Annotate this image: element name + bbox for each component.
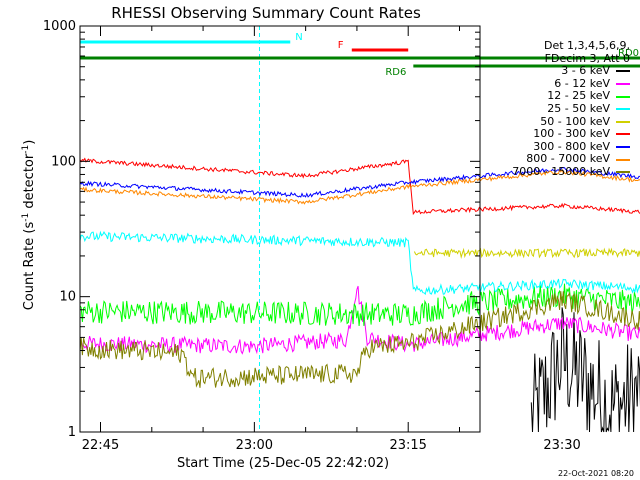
y-tick-label: 10 (59, 290, 76, 305)
x-axis-label: Start Time (25-Dec-05 22:42:02) (177, 456, 389, 471)
legend-swatch (616, 146, 630, 149)
y-axis-label-sup1: -1 (21, 213, 31, 222)
y-axis-label-sup2: -1 (21, 145, 31, 154)
y-axis-label-end: ) (22, 140, 37, 145)
legend-item-label: 300 - 800 keV (533, 139, 610, 153)
legend-swatch (616, 133, 630, 136)
legend-item-label: 100 - 300 keV (533, 127, 610, 141)
status-bar-label: RD6 (385, 67, 406, 78)
x-tick-label: 23:00 (236, 438, 273, 453)
legend-swatch (616, 158, 630, 161)
legend-item-label: 25 - 50 keV (547, 101, 610, 115)
legend: Det 1,3,4,5,6,9, FDecim 3, Att 0 3 - 6 k… (484, 39, 630, 179)
series-line (79, 285, 640, 355)
x-tick-label: 22:45 (82, 438, 119, 453)
status-bar-label: RD0 (618, 48, 639, 59)
x-tick-label: 23:15 (389, 438, 426, 453)
legend-item: 7000 - 15000 keV (484, 164, 630, 179)
plot-area: NFRD0RD6110100100022:4523:0023:1523:3023… (43, 19, 640, 453)
series-line (79, 230, 640, 296)
y-axis-label-main: Count Rate (s (22, 222, 37, 311)
legend-swatch (616, 171, 630, 174)
legend-swatch (616, 108, 630, 111)
y-tick-label: 1000 (43, 19, 76, 34)
series-line (79, 168, 640, 205)
legend-swatch (616, 70, 630, 73)
legend-item: 300 - 800 keV (484, 139, 630, 154)
legend-item: 12 - 25 keV (484, 90, 630, 103)
legend-item-label: 12 - 25 keV (547, 89, 610, 103)
timestamp-footer: 22-Oct-2021 08:20 (558, 469, 634, 478)
legend-item: 25 - 50 keV (484, 101, 630, 116)
x-tick-label: 23:30 (543, 438, 580, 453)
legend-swatch (616, 95, 630, 98)
series-line (79, 166, 640, 198)
legend-item: 50 - 100 keV (484, 114, 630, 129)
legend-item-label: 800 - 7000 keV (526, 152, 610, 166)
legend-item: 3 - 6 keV (484, 65, 630, 78)
legend-header-1: Det 1,3,4,5,6,9, (543, 39, 630, 52)
legend-header-2: FDecim 3, Att 0 (544, 51, 630, 65)
chart-title: RHESSI Observing Summary Count Rates (111, 4, 421, 22)
legend-item-label: 7000 - 15000 keV (512, 164, 610, 178)
legend-swatch (616, 120, 630, 123)
y-axis-label: Count Rate (s-1 detector-1) (21, 140, 37, 311)
plot-frame (79, 25, 481, 433)
legend-item-label: 50 - 100 keV (540, 114, 610, 128)
series-line (79, 291, 640, 388)
y-tick-label: 1 (68, 425, 76, 440)
legend-item-label: 6 - 12 keV (554, 76, 610, 90)
legend-item: 6 - 12 keV (484, 76, 630, 91)
legend-item: 800 - 7000 keV (484, 153, 630, 166)
y-axis-label-mid: detector (22, 153, 37, 213)
series-line (413, 247, 640, 259)
series-line (79, 157, 640, 216)
status-bar-label: F (338, 40, 344, 51)
series-line (79, 283, 640, 327)
series-line (530, 307, 640, 433)
y-tick-label: 100 (51, 154, 76, 169)
legend-item-label: 3 - 6 keV (561, 64, 610, 78)
legend-swatch (616, 83, 630, 86)
status-bar-label: N (295, 32, 302, 43)
legend-item: 100 - 300 keV (484, 128, 630, 141)
